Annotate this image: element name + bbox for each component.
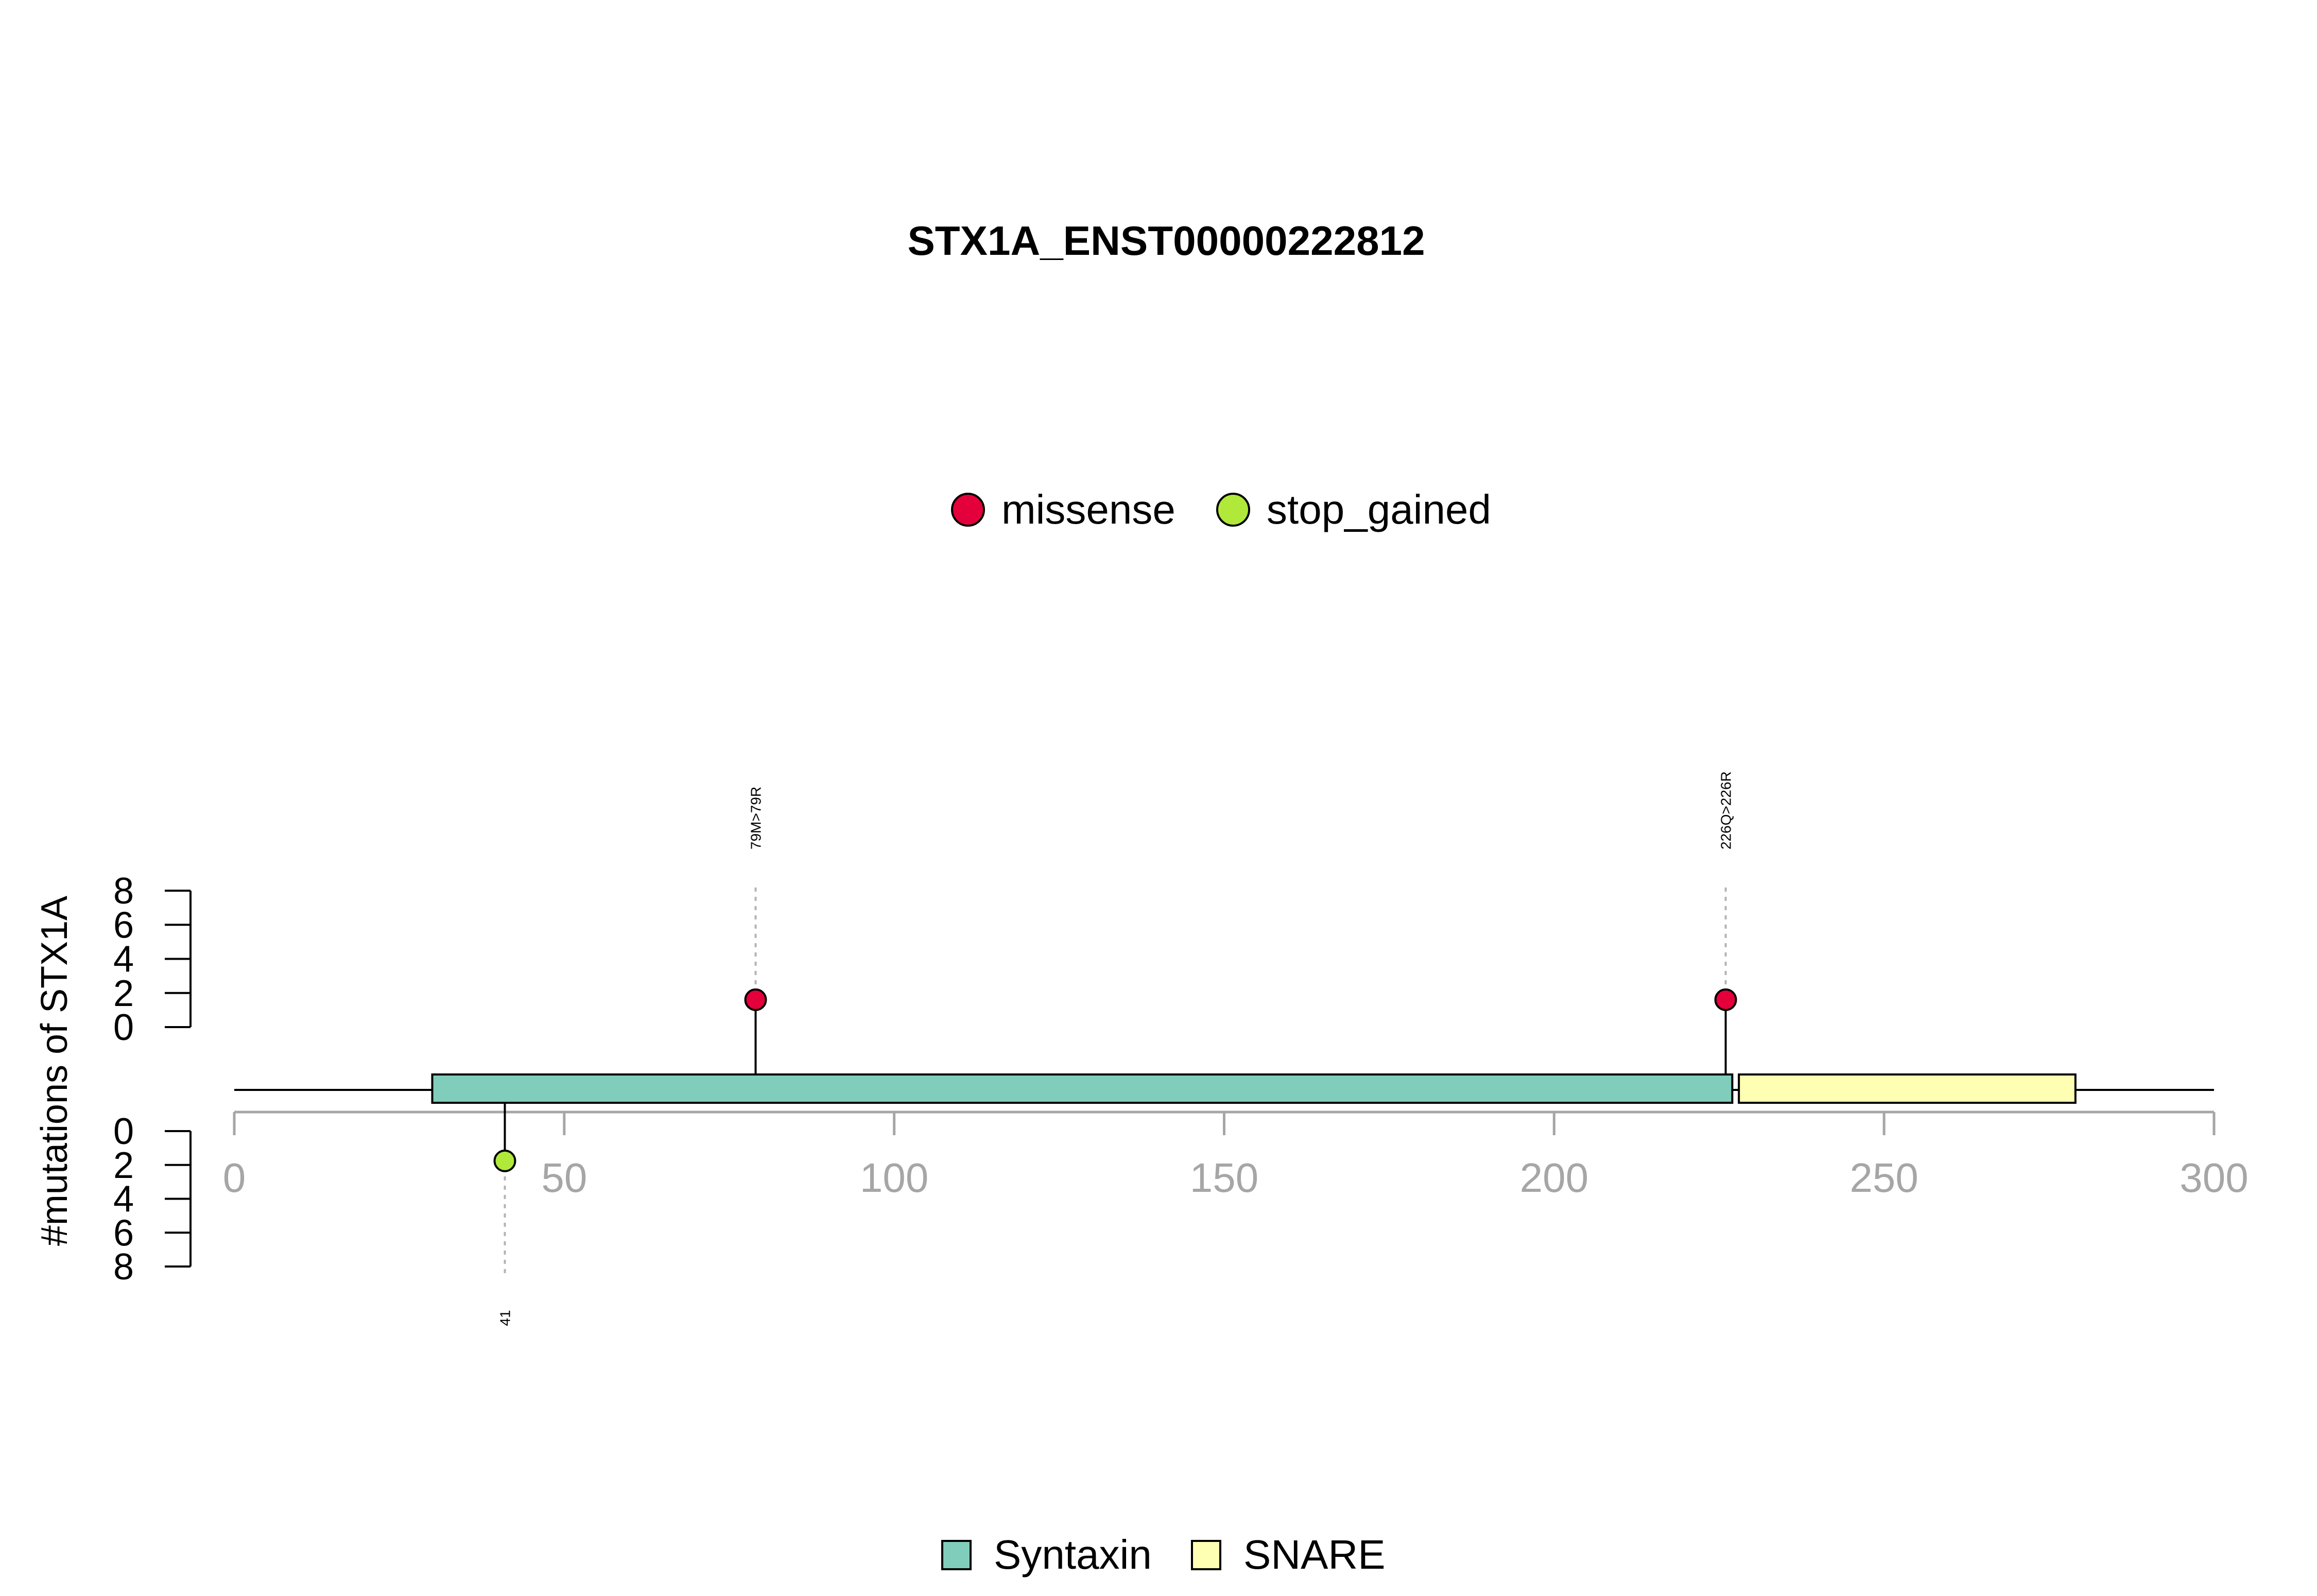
- x-axis: 0 50 100 150 200 250 300: [223, 1111, 2249, 1201]
- y-lower-tick-label: 4: [113, 1179, 134, 1220]
- y-axis-label: #mutations of STX1A: [34, 896, 75, 1246]
- protein-domains-layer: [431, 1073, 2077, 1104]
- y-upper-tick-label: 8: [113, 871, 134, 912]
- y-lower-tick-label: 2: [113, 1145, 134, 1186]
- legend-label-stop-gained: stop_gained: [1267, 487, 1491, 532]
- mutation-label: 79M>79R: [748, 787, 764, 849]
- x-tick-label: 250: [1849, 1155, 1918, 1201]
- mutation-dots-layer: [493, 988, 1737, 1172]
- legend-domains: Syntaxin SNARE: [941, 1532, 1386, 1577]
- domain-syntaxin: [431, 1073, 1734, 1104]
- legend-swatch-snare: [1191, 1540, 1221, 1570]
- mutation-labels-layer: 79M>79R 226Q>226R 41: [497, 771, 1734, 1326]
- x-tick-label: 100: [860, 1155, 928, 1201]
- x-tick-label: 50: [541, 1155, 587, 1201]
- x-tick-label: 150: [1190, 1155, 1258, 1201]
- y-upper-tick-label: 6: [113, 905, 134, 946]
- legend-mutation-types: missense stop_gained: [951, 487, 1491, 532]
- legend-marker-missense: [951, 493, 985, 527]
- mutation-dot-missense: [744, 988, 767, 1011]
- mutation-label: 226Q>226R: [1718, 771, 1734, 849]
- legend-marker-stop-gained: [1216, 493, 1250, 527]
- legend-label-snare: SNARE: [1243, 1532, 1386, 1577]
- mutation-dot-missense: [1714, 988, 1737, 1011]
- y-upper-tick-label: 0: [113, 1007, 134, 1048]
- x-tick-label: 300: [2180, 1155, 2248, 1201]
- y-lower-tick-label: 0: [113, 1111, 134, 1152]
- domain-snare: [1738, 1073, 2077, 1104]
- y-lower-tick-label: 8: [113, 1246, 134, 1288]
- x-tick-label: 0: [223, 1155, 246, 1201]
- mutation-dot-stop-gained: [493, 1149, 516, 1172]
- y-lower-tick-label: 6: [113, 1212, 134, 1254]
- legend-label-missense: missense: [1001, 487, 1175, 532]
- x-tick-label: 200: [1520, 1155, 1588, 1201]
- legend-swatch-syntaxin: [941, 1540, 972, 1570]
- chart-title: STX1A_ENST00000222812: [907, 218, 1425, 264]
- y-upper-tick-label: 2: [113, 973, 134, 1014]
- legend-label-syntaxin: Syntaxin: [994, 1532, 1152, 1577]
- y-upper-tick-label: 4: [113, 939, 134, 980]
- mutation-label: 41: [497, 1310, 513, 1326]
